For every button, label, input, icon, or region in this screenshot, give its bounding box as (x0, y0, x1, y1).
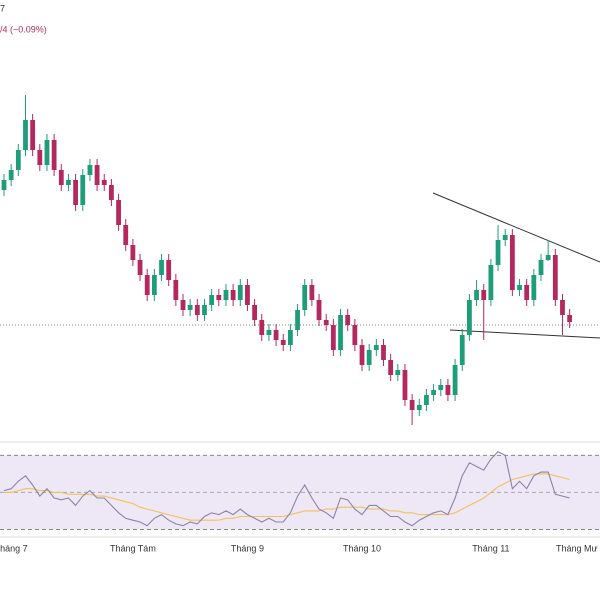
candle-body (531, 275, 537, 300)
x-tick-label: Tháng 9 (231, 543, 264, 553)
candle-body (123, 225, 129, 245)
candle-body (94, 165, 100, 185)
candle-body (416, 405, 422, 410)
candle-body (316, 300, 322, 320)
candle-body (424, 395, 429, 405)
candle-body (295, 310, 300, 330)
candle-body (502, 235, 508, 240)
candle-body (109, 185, 114, 200)
price-change: /4 (−0.09%) (0, 24, 47, 34)
x-tick-label: Tháng Mư (556, 543, 598, 553)
candle-body (373, 345, 379, 350)
candle-body (202, 305, 207, 315)
candle-body (517, 285, 522, 290)
candle-body (302, 285, 308, 310)
candle-body (323, 320, 329, 325)
candle-body (395, 370, 401, 375)
candle-body (266, 330, 272, 335)
x-tick-label: Tháng Tám (110, 543, 156, 553)
candle-body (481, 290, 487, 300)
candle-body (288, 330, 293, 345)
candle-body (194, 305, 200, 315)
candle-body (237, 285, 243, 300)
header-fragment: 7 (0, 3, 5, 13)
candle-body (402, 370, 408, 400)
candle-body (538, 260, 544, 275)
candle-body (545, 255, 551, 260)
candle-body (130, 245, 136, 260)
candle-body (280, 340, 286, 345)
candle-body (366, 350, 372, 365)
candle-body (388, 360, 394, 375)
candle-body (245, 285, 250, 305)
candle-body (381, 345, 386, 360)
trendline-lower (449, 329, 600, 339)
candle-body (488, 265, 494, 300)
candle-body (230, 290, 236, 300)
candle-body (87, 165, 93, 175)
candle-body (80, 175, 86, 205)
candle-body (352, 325, 358, 345)
candle-body (273, 330, 279, 340)
candle-body (66, 180, 71, 185)
x-tick-label: Tháng 10 (343, 543, 381, 553)
trendline-upper (432, 192, 600, 263)
candle-body (137, 260, 143, 275)
candle-body (101, 180, 107, 185)
candle-body (144, 275, 150, 295)
candle-body (58, 170, 64, 185)
candle-body (338, 315, 343, 350)
candle-body (330, 325, 336, 350)
candle-body (259, 320, 265, 335)
candle-body (560, 300, 565, 315)
candle-body (552, 255, 558, 300)
candle-body (173, 280, 179, 300)
candle-body (216, 295, 222, 300)
candle-body (309, 285, 315, 300)
candle-body (345, 315, 351, 325)
x-tick-label: Tháng 11 (472, 543, 509, 553)
candle-body (431, 390, 437, 395)
candle-body (567, 315, 573, 322)
candle-body (187, 305, 193, 310)
candle-body (116, 200, 121, 225)
candle-body (252, 305, 258, 320)
candle-body (1, 180, 7, 190)
candle-body (44, 140, 50, 165)
candle-body (445, 385, 451, 395)
candle-body (37, 150, 43, 165)
indicator-line (4, 473, 570, 521)
candle-body (474, 290, 479, 300)
candle-body (30, 120, 36, 150)
candle-body (151, 275, 157, 295)
candle-body (73, 180, 79, 205)
candle-body (467, 300, 472, 335)
indicator-line (3, 451, 570, 527)
candle-body (8, 170, 14, 180)
candle-body (495, 240, 501, 265)
candle-body (166, 260, 172, 280)
candle-body (23, 120, 28, 150)
candle-body (438, 385, 444, 390)
candle-body (459, 335, 465, 365)
candle-body (159, 260, 164, 275)
candle-body (223, 290, 229, 300)
candle-body (509, 235, 515, 290)
x-tick-label: Tháng 7 (0, 543, 28, 553)
candle-body (524, 285, 530, 300)
candle-body (409, 400, 415, 410)
candle-body (51, 140, 57, 170)
candle-body (452, 365, 458, 395)
candle-body (180, 300, 186, 310)
candle-body (359, 345, 365, 365)
candle-body (209, 295, 215, 305)
candle-body (15, 150, 21, 170)
